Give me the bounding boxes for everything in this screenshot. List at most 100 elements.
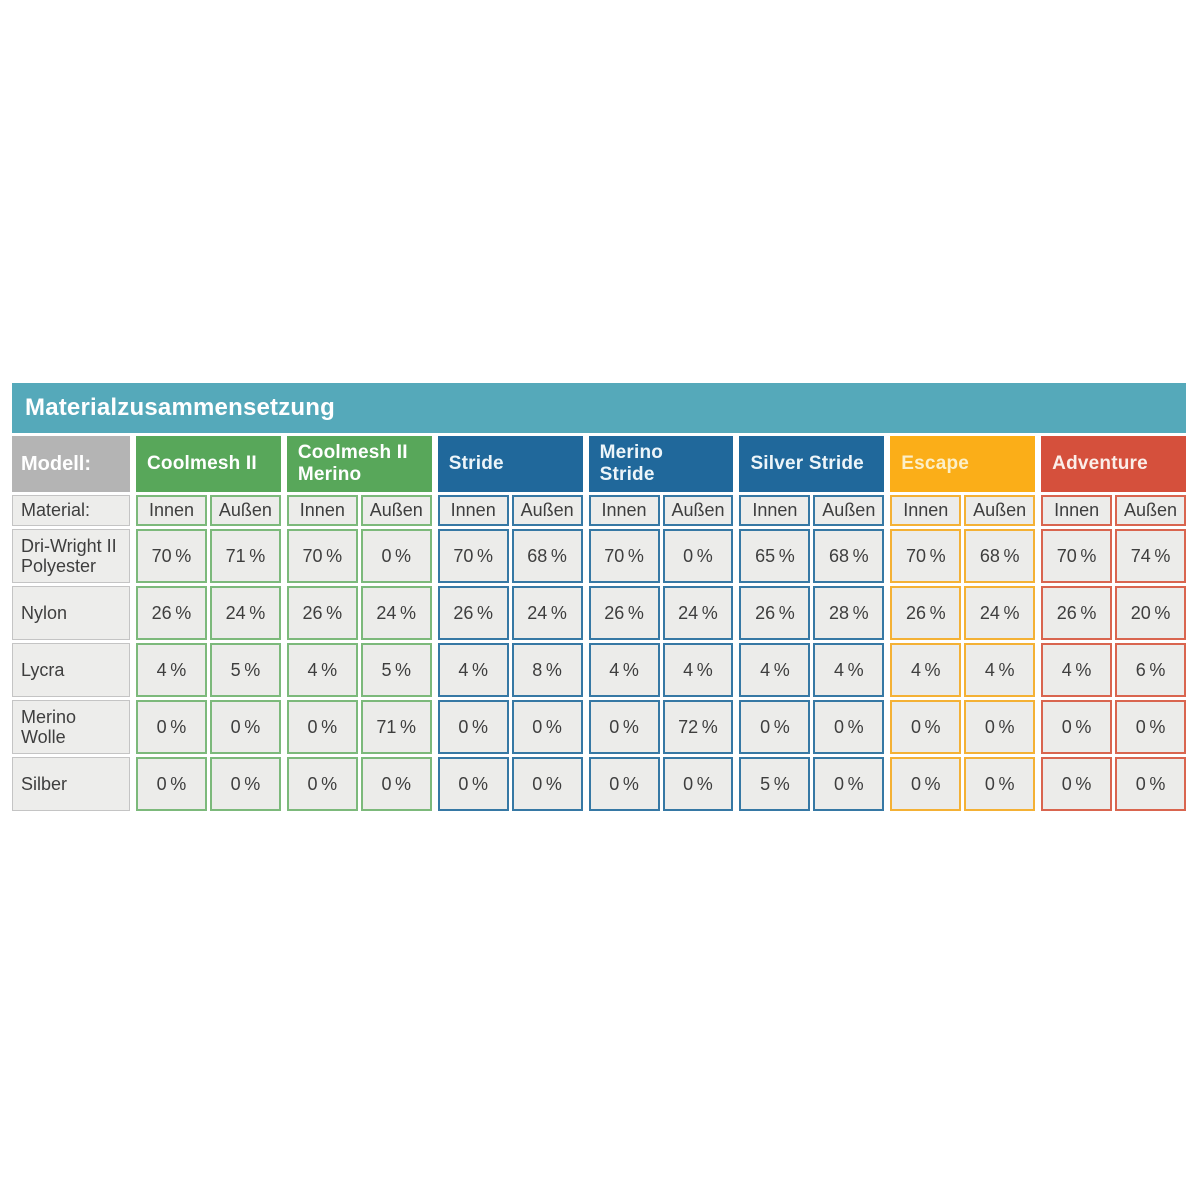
innen-header-cell: Innen — [286, 495, 358, 526]
value-cell-stride-innen-4: 0 % — [437, 700, 509, 754]
value-cell-coolmesh-ii-merino-innen-5: 0 % — [286, 757, 358, 811]
aussen-header-cell: Außen — [964, 495, 1036, 526]
value-cell-coolmesh-ii-aussen-1: 71 % — [209, 529, 281, 583]
value-cell-stride-innen-3: 4 % — [437, 643, 509, 697]
innen-header-cell: Innen — [890, 495, 962, 526]
row-label-1: Dri-Wright II Polyester — [12, 529, 130, 583]
innen-header-cell: Innen — [588, 495, 660, 526]
value-cell-stride-aussen-5: 0 % — [511, 757, 583, 811]
value-cell-adventure-aussen-2: 20 % — [1115, 586, 1187, 640]
value-cell-coolmesh-ii-innen-5: 0 % — [136, 757, 207, 811]
value-cell-adventure-innen-5: 0 % — [1041, 757, 1113, 811]
value-cell-stride-aussen-1: 68 % — [511, 529, 583, 583]
value-cell-stride-innen-1: 70 % — [437, 529, 509, 583]
value-cell-silver-stride-aussen-2: 28 % — [813, 586, 885, 640]
material-header-cell: Material: — [12, 495, 130, 526]
group-column-coolmesh-ii-merino: Coolmesh II Merino Innen Außen 70 % 0 % 26 % 2… — [286, 436, 432, 811]
value-cell-merino-stride-innen-3: 4 % — [588, 643, 660, 697]
value-cell-merino-stride-aussen-2: 24 % — [662, 586, 734, 640]
value-cell-adventure-aussen-1: 74 % — [1115, 529, 1187, 583]
value-cell-merino-stride-aussen-1: 0 % — [662, 529, 734, 583]
value-cell-escape-aussen-5: 0 % — [964, 757, 1036, 811]
value-cell-adventure-aussen-3: 6 % — [1115, 643, 1187, 697]
aussen-header-cell: Außen — [813, 495, 885, 526]
value-cell-stride-aussen-4: 0 % — [511, 700, 583, 754]
model-name-merino-stride: Merino Stride — [588, 436, 734, 492]
value-cell-coolmesh-ii-innen-4: 0 % — [136, 700, 207, 754]
value-cell-coolmesh-ii-merino-aussen-3: 5 % — [360, 643, 432, 697]
value-cell-silver-stride-innen-1: 65 % — [739, 529, 811, 583]
innen-header-cell: Innen — [1041, 495, 1113, 526]
value-cell-merino-stride-innen-1: 70 % — [588, 529, 660, 583]
value-cell-escape-innen-3: 4 % — [890, 643, 962, 697]
group-column-adventure: Adventure Innen Außen 70 % 74 % 26 % 20 % 4 % 6 … — [1041, 436, 1187, 811]
model-name-escape: Escape — [890, 436, 1036, 492]
group-column-coolmesh-ii: Coolmesh II Innen Außen 70 % 71 % 26 % 24 % 4 %… — [136, 436, 281, 811]
value-cell-merino-stride-aussen-3: 4 % — [662, 643, 734, 697]
aussen-header-cell: Außen — [662, 495, 734, 526]
value-cell-stride-innen-5: 0 % — [437, 757, 509, 811]
model-name-adventure: Adventure — [1041, 436, 1187, 492]
label-column: Modell: Material: Dri-Wright II Polyester N… — [12, 436, 130, 811]
material-composition-table: Materialzusammensetzung Modell: Material:… — [12, 383, 1187, 811]
group-column-silver-stride: Silver Stride Innen Außen 65 % 68 % 26 % 28 % 4… — [739, 436, 885, 811]
aussen-header-cell: Außen — [360, 495, 432, 526]
value-cell-coolmesh-ii-innen-3: 4 % — [136, 643, 207, 697]
value-cell-escape-aussen-4: 0 % — [964, 700, 1036, 754]
value-cell-coolmesh-ii-merino-innen-4: 0 % — [286, 700, 358, 754]
value-cell-adventure-innen-4: 0 % — [1041, 700, 1113, 754]
value-cell-coolmesh-ii-aussen-2: 24 % — [209, 586, 281, 640]
value-cell-adventure-innen-3: 4 % — [1041, 643, 1113, 697]
value-cell-escape-aussen-1: 68 % — [964, 529, 1036, 583]
value-cell-merino-stride-innen-2: 26 % — [588, 586, 660, 640]
table-title: Materialzusammensetzung — [25, 394, 336, 421]
value-cell-coolmesh-ii-merino-aussen-1: 0 % — [360, 529, 432, 583]
value-cell-silver-stride-aussen-3: 4 % — [813, 643, 885, 697]
value-cell-adventure-innen-1: 70 % — [1041, 529, 1113, 583]
value-cell-adventure-aussen-5: 0 % — [1115, 757, 1187, 811]
value-cell-escape-innen-2: 26 % — [890, 586, 962, 640]
value-cell-coolmesh-ii-merino-aussen-4: 71 % — [360, 700, 432, 754]
row-label-2: Nylon — [12, 586, 130, 640]
innen-header-cell: Innen — [437, 495, 509, 526]
value-cell-coolmesh-ii-merino-innen-3: 4 % — [286, 643, 358, 697]
value-cell-silver-stride-aussen-5: 0 % — [813, 757, 885, 811]
value-cell-silver-stride-innen-5: 5 % — [739, 757, 811, 811]
value-cell-escape-aussen-2: 24 % — [964, 586, 1036, 640]
aussen-header-cell: Außen — [1115, 495, 1187, 526]
value-cell-coolmesh-ii-innen-2: 26 % — [136, 586, 207, 640]
value-cell-stride-aussen-3: 8 % — [511, 643, 583, 697]
row-label-4: Merino Wolle — [12, 700, 130, 754]
aussen-header-cell: Außen — [511, 495, 583, 526]
innen-header-cell: Innen — [136, 495, 207, 526]
value-cell-silver-stride-aussen-4: 0 % — [813, 700, 885, 754]
value-cell-stride-innen-2: 26 % — [437, 586, 509, 640]
value-cell-coolmesh-ii-merino-aussen-5: 0 % — [360, 757, 432, 811]
model-name-coolmesh-ii: Coolmesh II — [136, 436, 281, 492]
value-cell-coolmesh-ii-merino-innen-2: 26 % — [286, 586, 358, 640]
table-title-bar: Materialzusammensetzung — [12, 383, 1186, 433]
group-column-stride: Stride Innen Außen 70 % 68 % 26 % 24 % 4 % 8 % 0 … — [437, 436, 583, 811]
value-cell-coolmesh-ii-aussen-4: 0 % — [209, 700, 281, 754]
value-cell-silver-stride-innen-3: 4 % — [739, 643, 811, 697]
value-cell-coolmesh-ii-innen-1: 70 % — [136, 529, 207, 583]
value-cell-coolmesh-ii-aussen-5: 0 % — [209, 757, 281, 811]
value-cell-stride-aussen-2: 24 % — [511, 586, 583, 640]
innen-header-cell: Innen — [739, 495, 811, 526]
value-cell-merino-stride-innen-5: 0 % — [588, 757, 660, 811]
row-label-3: Lycra — [12, 643, 130, 697]
value-cell-escape-innen-5: 0 % — [890, 757, 962, 811]
value-cell-escape-innen-4: 0 % — [890, 700, 962, 754]
value-cell-silver-stride-aussen-1: 68 % — [813, 529, 885, 583]
value-cell-merino-stride-aussen-4: 72 % — [662, 700, 734, 754]
row-label-5: Silber — [12, 757, 130, 811]
model-header-cell: Modell: — [12, 436, 130, 492]
value-cell-silver-stride-innen-4: 0 % — [739, 700, 811, 754]
value-cell-coolmesh-ii-merino-innen-1: 70 % — [286, 529, 358, 583]
value-cell-merino-stride-innen-4: 0 % — [588, 700, 660, 754]
value-cell-coolmesh-ii-merino-aussen-2: 24 % — [360, 586, 432, 640]
value-cell-escape-aussen-3: 4 % — [964, 643, 1036, 697]
group-column-escape: Escape Innen Außen 70 % 68 % 26 % 24 % 4 % 4 % 0 … — [890, 436, 1036, 811]
value-cell-merino-stride-aussen-5: 0 % — [662, 757, 734, 811]
